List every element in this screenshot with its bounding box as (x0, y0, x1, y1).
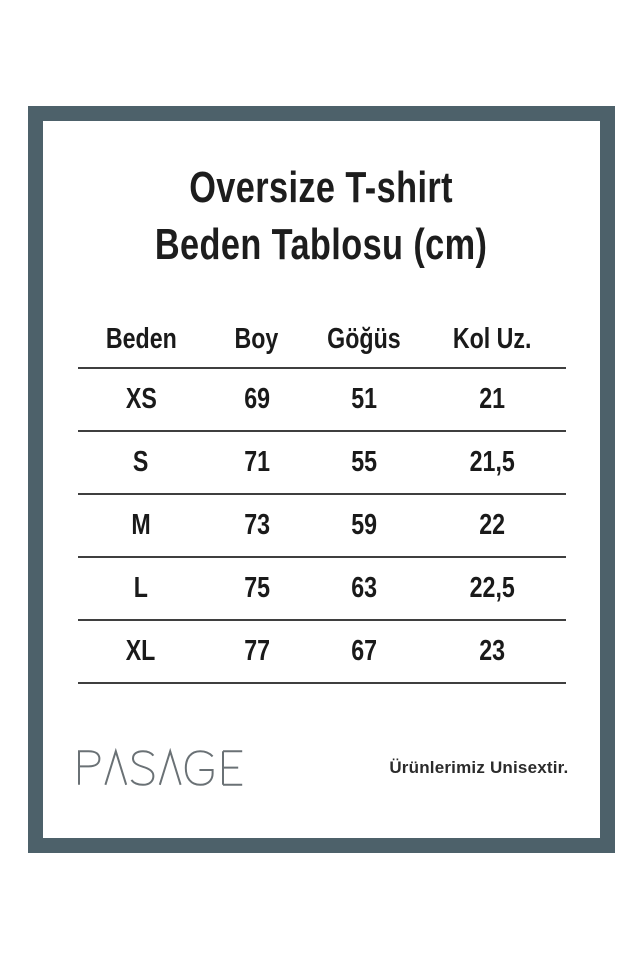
table-row-xl: XL 77 67 23 (77, 621, 566, 684)
cell-boy: 69 (243, 383, 270, 415)
cell-gogus: 51 (351, 383, 378, 415)
table-row-s: S 71 55 21,5 (77, 432, 566, 495)
cell-kol-uz: 21,5 (469, 446, 515, 478)
cell-gogus: 63 (351, 572, 378, 604)
page-title: Oversize T-shirt Beden Tablosu (cm) (43, 159, 600, 273)
cell-gogus: 59 (351, 509, 378, 541)
unisex-tagline: Ürünlerimiz Unisextir. (389, 758, 569, 777)
cell-gogus: 55 (351, 446, 378, 478)
header-cell-boy: Boy (234, 322, 279, 355)
cell-size: L (133, 572, 149, 604)
cell-gogus: 67 (351, 635, 378, 667)
cell-size: XS (125, 383, 157, 415)
cell-kol-uz: 22 (479, 509, 506, 541)
table-header-row: Beden Boy Göğüs Kol Uz. (77, 311, 566, 369)
header-cell-gogus: Göğüs (327, 322, 401, 355)
cell-size: XL (126, 635, 156, 667)
cell-kol-uz: 22,5 (469, 572, 515, 604)
cell-boy: 73 (243, 509, 270, 541)
cell-size: S (133, 446, 149, 478)
size-table: Beden Boy Göğüs Kol Uz. XS 69 51 21 S 71… (77, 311, 566, 684)
pasage-brand-logo (75, 748, 247, 788)
pasage-logo-icon (77, 748, 242, 786)
footer: Ürünlerimiz Unisextir. (75, 748, 569, 788)
cell-boy: 71 (243, 446, 270, 478)
cell-size: M (131, 509, 151, 541)
header-cell-beden: Beden (105, 322, 177, 355)
cell-kol-uz: 21 (479, 383, 506, 415)
page-title-line1: Oversize T-shirt (189, 163, 454, 212)
cell-boy: 75 (243, 572, 270, 604)
table-row-l: L 75 63 22,5 (77, 558, 566, 621)
header-cell-kol-uz: Kol Uz. (452, 322, 532, 355)
cell-boy: 77 (243, 635, 270, 667)
chart-frame: Oversize T-shirt Beden Tablosu (cm) Bede… (28, 106, 615, 853)
table-row-m: M 73 59 22 (77, 495, 566, 558)
page-title-line2: Beden Tablosu (cm) (155, 220, 488, 269)
cell-kol-uz: 23 (479, 635, 506, 667)
table-row-xs: XS 69 51 21 (77, 369, 566, 432)
